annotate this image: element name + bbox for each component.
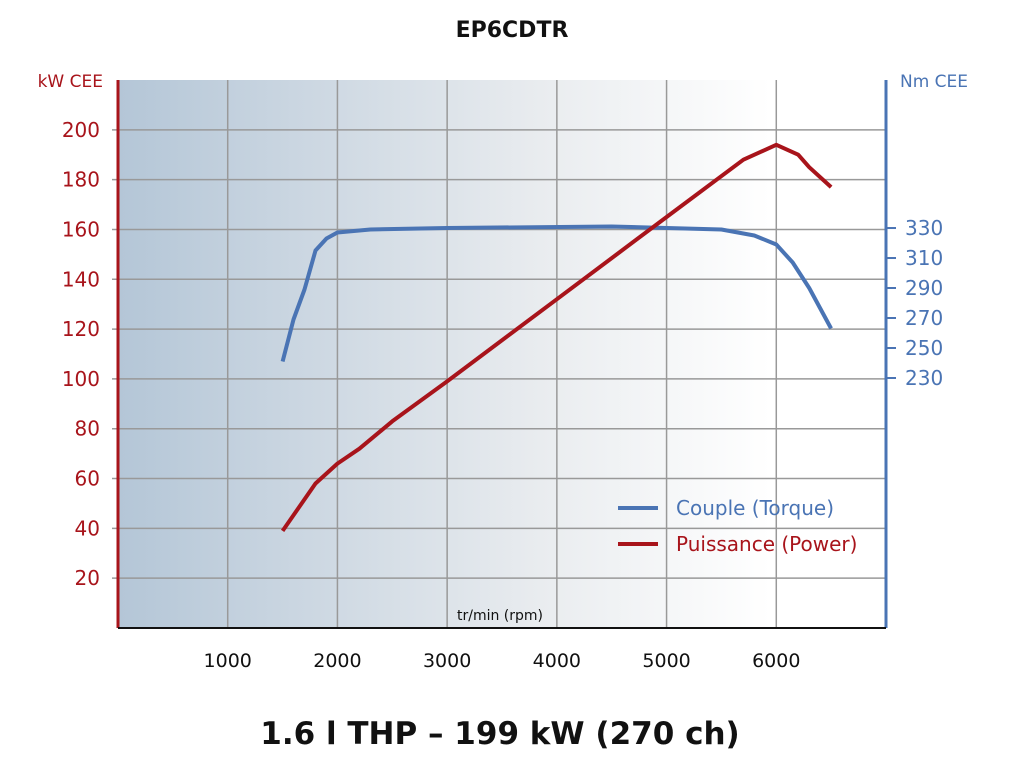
left-y-tick-label: 200 bbox=[62, 118, 100, 142]
x-tick-label: 6000 bbox=[752, 650, 800, 672]
left-y-tick-label: 20 bbox=[75, 566, 100, 590]
left-y-tick-label: 160 bbox=[62, 217, 100, 241]
x-axis-label: tr/min (rpm) bbox=[457, 608, 543, 624]
right-y-tick-label: 330 bbox=[905, 216, 943, 240]
series-line-torque bbox=[280, 224, 833, 363]
chart-title: EP6CDTR bbox=[455, 18, 569, 43]
right-y-axis-label: Nm CEE bbox=[900, 72, 968, 92]
x-tick-label: 3000 bbox=[423, 650, 471, 672]
legend-label: Couple (Torque) bbox=[676, 496, 834, 520]
x-tick-label: 5000 bbox=[642, 650, 690, 672]
left-y-tick-label: 120 bbox=[62, 317, 100, 341]
left-y-tick-label: 60 bbox=[75, 467, 100, 491]
right-y-tick-label: 250 bbox=[905, 336, 943, 360]
series-line-power bbox=[280, 142, 833, 533]
right-y-tick-label: 290 bbox=[905, 276, 943, 300]
left-y-axis-label: kW CEE bbox=[38, 72, 103, 92]
x-tick-label: 1000 bbox=[204, 650, 252, 672]
left-y-tick-label: 140 bbox=[62, 267, 100, 291]
right-y-tick-label: 270 bbox=[905, 306, 943, 330]
right-y-tick-label: 230 bbox=[905, 366, 943, 390]
left-y-tick-label: 180 bbox=[62, 168, 100, 192]
x-tick-label: 4000 bbox=[533, 650, 581, 672]
left-y-tick-label: 40 bbox=[75, 516, 100, 540]
plot-background bbox=[118, 80, 886, 628]
left-y-tick-label: 80 bbox=[75, 417, 100, 441]
left-y-tick-label: 100 bbox=[62, 367, 100, 391]
chart-subtitle: 1.6 l THP – 199 kW (270 ch) bbox=[260, 716, 740, 752]
legend-label: Puissance (Power) bbox=[676, 532, 857, 556]
x-tick-label: 2000 bbox=[313, 650, 361, 672]
right-y-tick-label: 310 bbox=[905, 246, 943, 270]
